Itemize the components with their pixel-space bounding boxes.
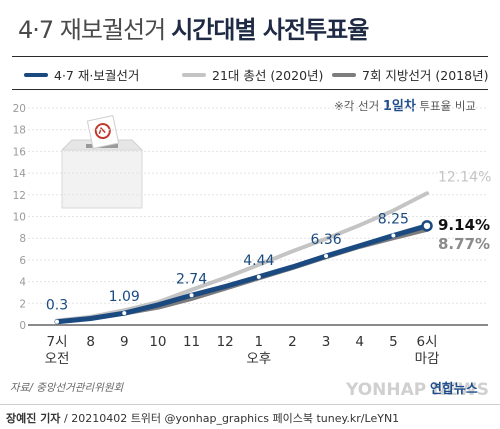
x-tick-label: 2 [288,334,297,350]
x-tick-label: 9 [120,334,129,350]
data-label: 8.25 [378,211,409,227]
logo-watermark: YONHAP NEWS [346,380,489,400]
x-tick-label: 5 [389,334,398,350]
x-tick-label: 10 [149,334,166,350]
series-line [54,223,430,325]
footer: 장예진 기자 / 20210402 트위터 @yonhap_graphics 페… [0,404,500,429]
x-tick-label: 11 [183,334,200,350]
legend-item-2021: 4·7 재·보궐선거 [24,65,139,84]
legend-item-2020: 21대 총선 (2020년) [182,65,323,84]
y-tick-label: 12 [13,190,26,202]
y-tick-label: 10 [13,212,26,224]
legend-label: 7회 지방선거 (2018년) [362,68,489,83]
data-label: 2.74 [176,271,207,287]
data-point [122,311,127,316]
series-end-label: 8.77% [438,235,490,253]
legend-label: 4·7 재·보궐선거 [54,68,140,83]
chart-title: 4·7 재보궐선거 시간대별 사전투표율 [18,10,369,45]
x-tick-label: 1 오후 [246,334,271,367]
y-tick-label: 16 [13,146,27,158]
y-tick-label: 6 [19,255,26,267]
data-label: 4.44 [243,253,274,269]
yonhap-logo: YONHAP NEWS 연합뉴스 [316,376,496,402]
note-prefix: ※각 선거 [334,99,383,113]
data-point [256,274,261,279]
note-suffix: 투표율 비교 [415,99,476,113]
legend-swatch [332,72,356,77]
ballot-box-icon [60,115,144,209]
footer-info: / 20210402 트위터 @yonhap_graphics 페이스북 tun… [64,412,400,425]
series-end-label: 9.14% [438,216,490,234]
series-line [55,191,429,323]
y-tick-label: 8 [19,233,26,245]
y-tick-label: 0 [19,320,26,332]
data-label: 6.36 [311,232,342,248]
legend-label: 21대 총선 (2020년) [212,68,324,83]
x-tick-label: 7시 오전 [45,334,70,367]
source-note: 자료/ 중앙선거관리위원회 [10,382,124,394]
title-part2: 시간대별 사전투표율 [171,16,369,44]
y-tick-label: 18 [13,125,26,137]
x-tick-label: 12 [217,334,234,350]
data-point [189,293,194,298]
series-end-label: 12.14% [438,169,491,185]
x-tick-label: 4 [355,334,364,350]
footer-reporter: 장예진 기자 [6,412,61,425]
legend: 4·7 재·보궐선거 21대 총선 (2020년) 7회 지방선거 (2018년… [12,56,488,90]
data-point [324,253,329,258]
x-tick-label: 3 [322,334,331,350]
logo-brand: 연합뉴스 [430,382,478,397]
data-label: 0.3 [46,298,68,314]
legend-item-2018: 7회 지방선거 (2018년) [332,65,488,84]
comparison-note: ※각 선거 1일차 투표율 비교 [334,95,476,114]
end-marker [421,220,433,232]
y-tick-label: 14 [13,168,27,180]
y-tick-label: 2 [19,298,26,310]
y-tick-label: 4 [19,277,26,289]
y-tick-label: 20 [13,103,26,115]
data-label: 1.09 [109,289,140,305]
data-point [55,319,59,324]
data-point [391,233,396,238]
x-tick-label: 6시 마감 [415,334,440,367]
x-tick-label: 8 [86,334,95,350]
legend-swatch [182,72,206,77]
legend-swatch [24,72,48,77]
title-part1: 4·7 재보궐선거 [18,16,166,44]
note-highlight: 1일차 [382,99,416,114]
